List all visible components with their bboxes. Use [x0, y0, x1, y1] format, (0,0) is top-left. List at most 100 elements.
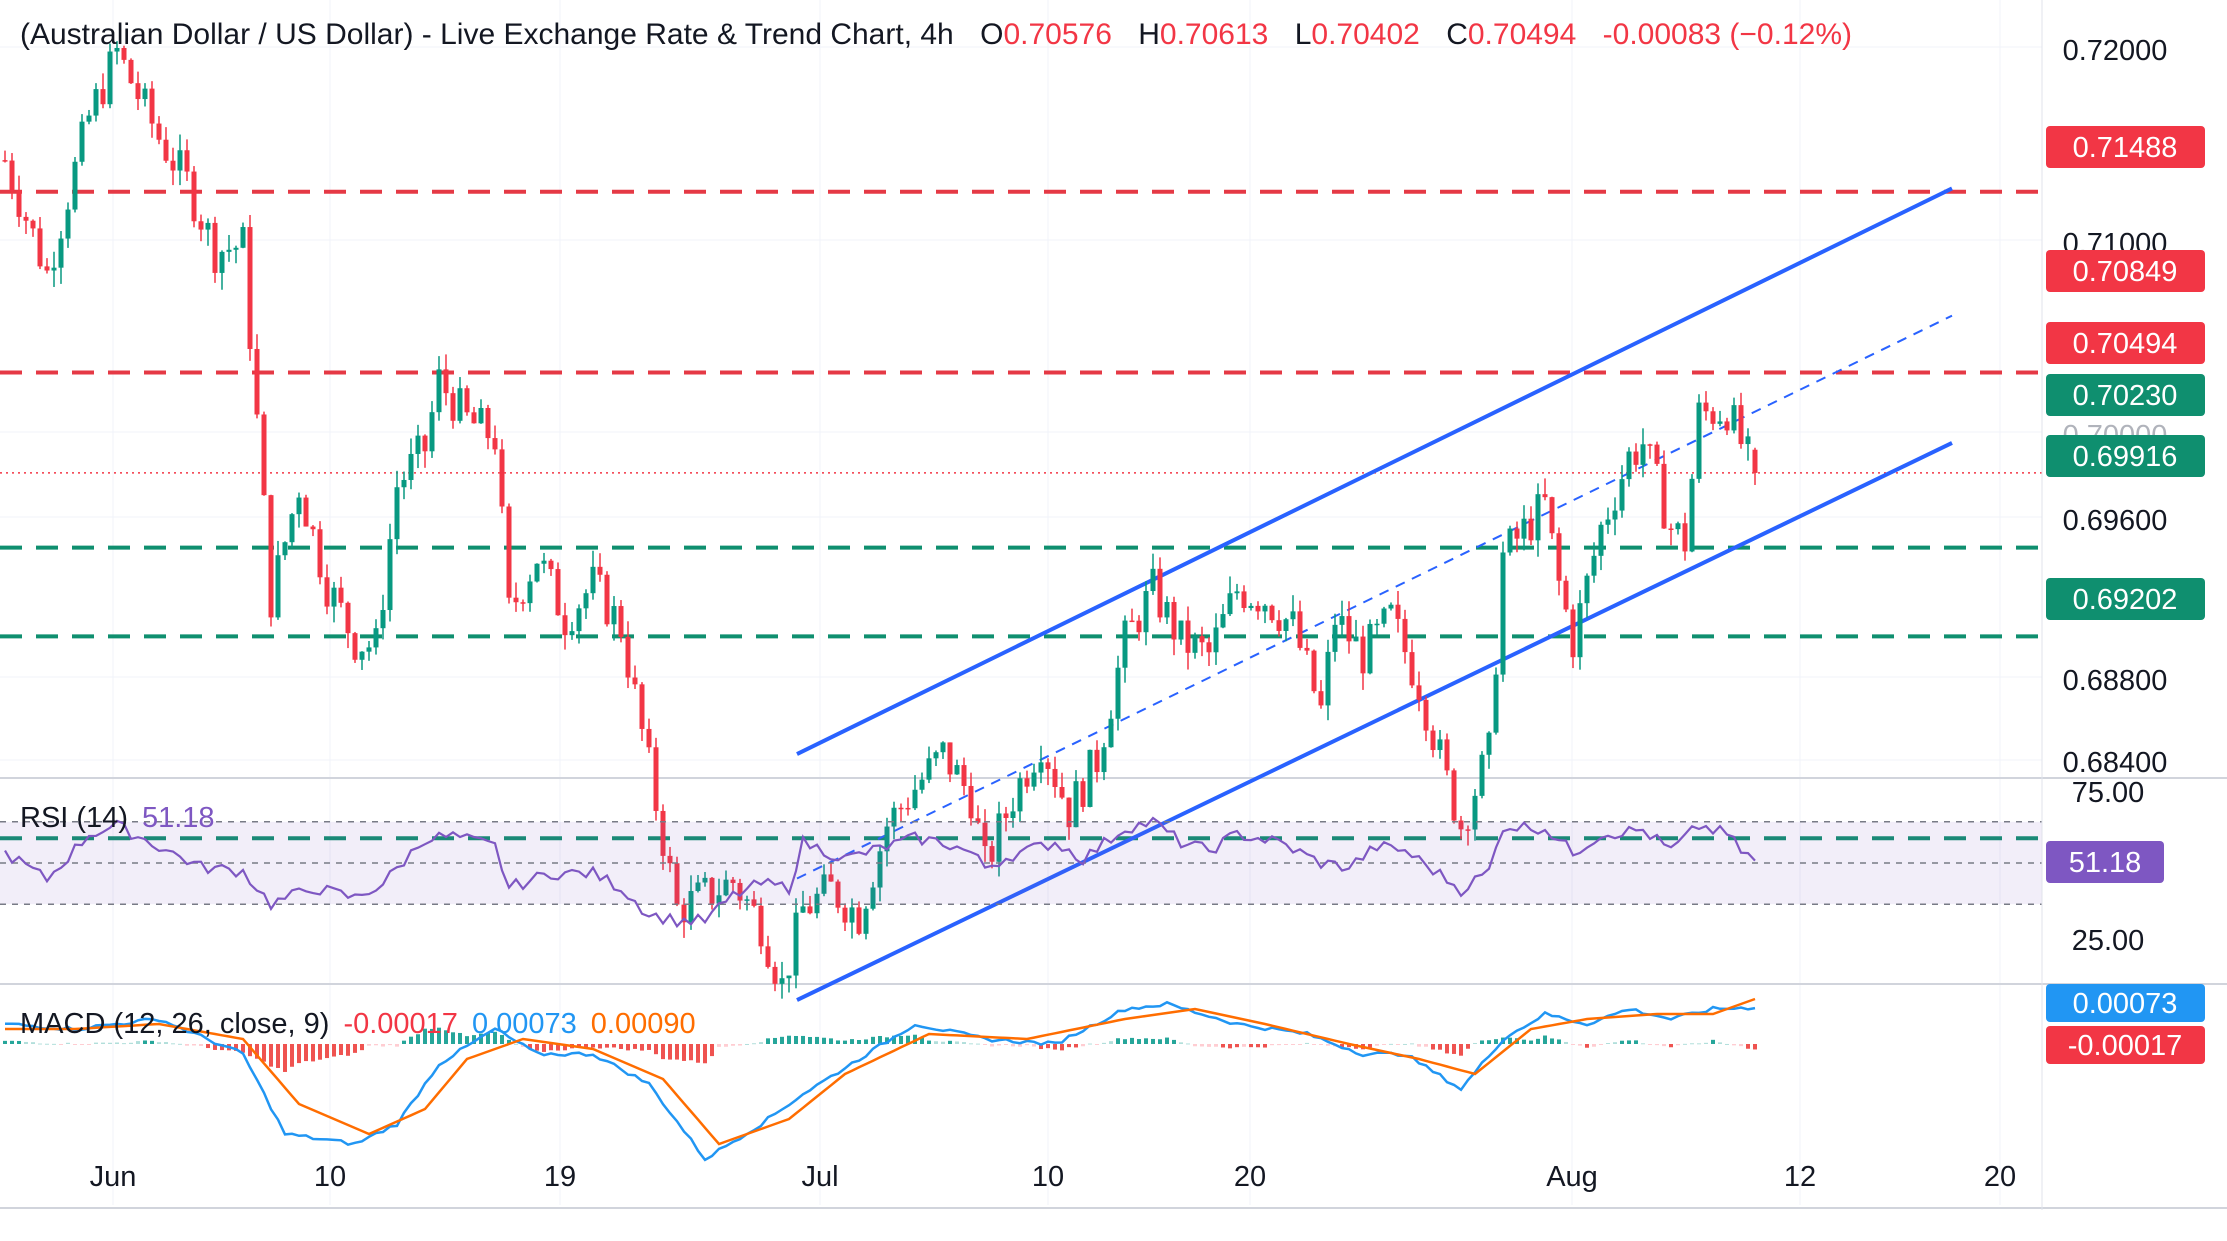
- candle-body: [1038, 762, 1044, 773]
- macd-hist-bar: [353, 1044, 357, 1053]
- candle-body: [1227, 593, 1233, 615]
- candle-body: [758, 905, 764, 947]
- candle-body: [170, 160, 176, 171]
- candle-body: [205, 222, 211, 230]
- macd-hist-bar: [654, 1044, 658, 1055]
- candle-body: [982, 822, 988, 847]
- macd-hist-bar: [857, 1040, 861, 1044]
- macd-label: MACD (12, 26, close, 9): [20, 1008, 330, 1040]
- candle-body: [1570, 609, 1576, 658]
- candle-body: [373, 628, 379, 648]
- candle-body: [51, 267, 57, 271]
- candle-body: [30, 220, 36, 229]
- badge-s1: [2046, 374, 2205, 416]
- candle-body: [1409, 652, 1415, 686]
- macd-hist-bar: [234, 1044, 238, 1051]
- macd-hist-bar: [731, 1044, 735, 1046]
- macd-hist-bar: [1732, 1044, 1736, 1046]
- macd-hist-bar: [598, 1044, 602, 1049]
- macd-hist-bar: [1137, 1039, 1141, 1044]
- macd-hist-bar: [780, 1036, 784, 1044]
- macd-hist-bar: [248, 1044, 252, 1057]
- macd-hist-bar: [535, 1044, 539, 1051]
- badge-r2: [2046, 250, 2205, 292]
- macd-hist-bar: [1508, 1037, 1512, 1044]
- candle-body: [1073, 781, 1079, 828]
- macd-hist-bar: [836, 1040, 840, 1044]
- time-axis: Jun 10 19 Jul 10 20 Aug 12 20: [90, 1161, 2017, 1193]
- macd-hist-bar: [437, 1027, 441, 1044]
- close-value: 0.70494: [1467, 18, 1577, 51]
- candle-body: [408, 453, 414, 480]
- candle-body: [926, 758, 932, 780]
- macd-badge: [2046, 984, 2205, 1022]
- candle-body: [198, 221, 204, 230]
- candle-body: [996, 813, 1002, 862]
- candle-body: [1171, 602, 1177, 640]
- macd-hist-bar: [381, 1044, 385, 1047]
- candle-body: [9, 160, 15, 191]
- macd-hist-bar: [136, 1041, 140, 1044]
- candle-body: [611, 606, 617, 625]
- candle-body: [1689, 478, 1695, 552]
- macd-hist-bar: [1179, 1042, 1183, 1044]
- candle-body: [1633, 451, 1639, 465]
- candle-body: [443, 369, 449, 394]
- candle-body: [310, 526, 316, 530]
- macd-hist-bar: [185, 1044, 189, 1046]
- candle-body: [191, 171, 197, 222]
- macd-hist-bar: [1165, 1037, 1169, 1044]
- candle-body: [919, 779, 925, 790]
- candle-body: [1346, 616, 1352, 642]
- macd-hist-bar: [906, 1035, 910, 1044]
- macd-hist-bar: [199, 1044, 203, 1046]
- macd-hist-bar: [1116, 1038, 1120, 1044]
- candle-body: [1388, 604, 1394, 609]
- candle-body: [1724, 421, 1730, 431]
- candle-body: [1675, 523, 1681, 530]
- candle-body: [1472, 795, 1478, 830]
- candle-body: [625, 636, 631, 678]
- macd-hist-bar: [899, 1036, 903, 1044]
- candle-body: [1696, 402, 1702, 479]
- macd-hist-bar: [612, 1044, 616, 1048]
- candle-body: [569, 631, 575, 636]
- candle-body: [471, 412, 477, 424]
- candle-body: [1206, 642, 1212, 653]
- candle-body: [1647, 444, 1653, 446]
- macd-hist-bar: [1718, 1042, 1722, 1044]
- candle-body: [1598, 524, 1604, 556]
- macd-hist-bar: [451, 1032, 455, 1044]
- candle-body: [219, 251, 225, 273]
- candle-body: [1682, 523, 1688, 552]
- candle-body: [688, 891, 694, 923]
- macd-hist-bar: [1585, 1044, 1589, 1048]
- candle-body: [345, 602, 351, 634]
- rsi-tick-25: 25.00: [2072, 925, 2145, 957]
- macd-hist-bar: [626, 1044, 630, 1051]
- rsi-line: [4, 816, 1756, 929]
- candle-body: [247, 227, 253, 349]
- macd-hist-bar: [1487, 1040, 1491, 1044]
- x-tick-10-jul: 10: [1032, 1161, 1064, 1193]
- candle-body: [1136, 620, 1142, 633]
- candle-body: [1542, 494, 1548, 498]
- macd-hist-bar: [332, 1044, 336, 1057]
- macd-hist-bar: [815, 1036, 819, 1044]
- macd-hist-bar: [1578, 1044, 1582, 1046]
- x-tick-20-aug: 20: [1984, 1161, 2016, 1193]
- chart-header: (Australian Dollar / US Dollar) - Live E…: [20, 18, 1852, 52]
- candle-body: [296, 497, 302, 515]
- macd-hist-bar: [17, 1040, 21, 1044]
- candle-body: [849, 907, 855, 923]
- candle-body: [114, 47, 120, 52]
- macd-hist-bar: [52, 1043, 56, 1045]
- macd-hist-bar: [1613, 1042, 1617, 1044]
- candle-body: [1297, 611, 1303, 648]
- macd-hist-bar: [360, 1044, 364, 1051]
- macd-hist-bar: [66, 1042, 70, 1044]
- rsi-label: RSI (14): [20, 802, 128, 834]
- candle-body: [1066, 797, 1072, 828]
- macd-hist-bar: [948, 1040, 952, 1044]
- candle-body: [212, 222, 218, 273]
